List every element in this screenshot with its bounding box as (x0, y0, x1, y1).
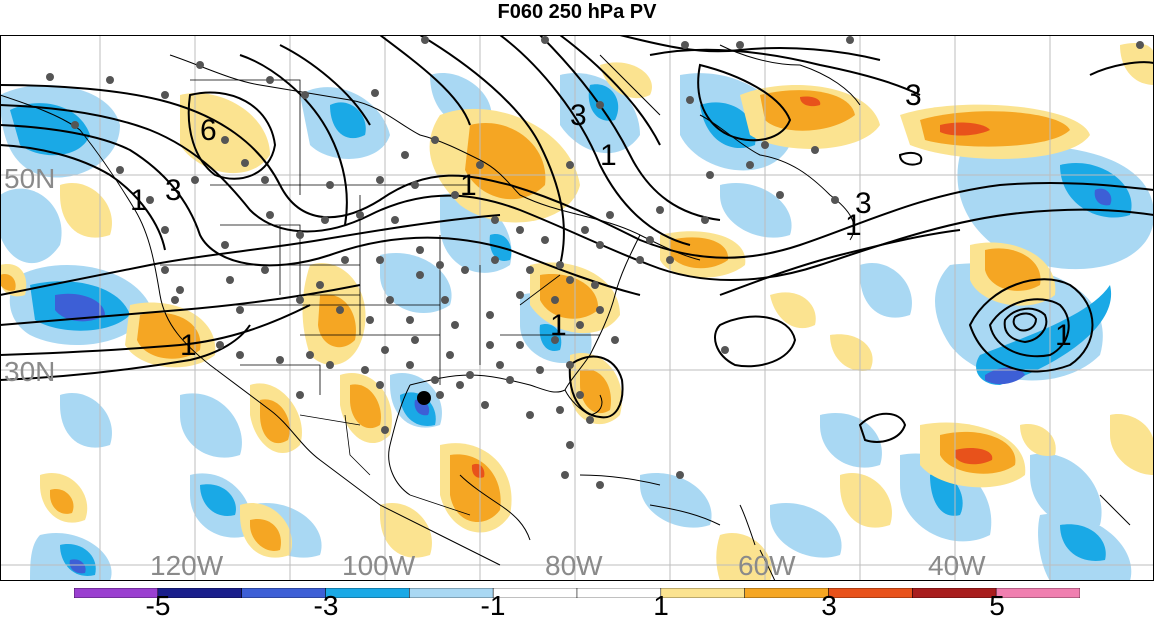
contour-label: 1 (460, 169, 477, 202)
contour-label: 1 (845, 209, 862, 242)
colorbar-swatch (912, 588, 997, 598)
contour-label: 3 (570, 99, 587, 132)
colorbar-swatch (744, 588, 829, 598)
map-title: F060 250 hPa PV (497, 1, 657, 23)
highlight-station-marker (417, 391, 431, 405)
state-borders (160, 79, 600, 516)
lon-label: 100W (342, 550, 416, 581)
pv-negative-dark-shading (55, 188, 1112, 574)
colorbar (74, 588, 1080, 598)
lat-label: 50N (4, 163, 56, 194)
colorbar-label: -3 (313, 590, 339, 621)
colorbar-label: 1 (653, 590, 669, 621)
contour-labels: 6 3 3 1 1 3 1 1 1 3 1 1 (130, 79, 1072, 362)
colorbar-label: 3 (821, 590, 837, 621)
lon-label: 40W (928, 550, 986, 581)
station-markers (46, 36, 1144, 489)
contour-label: 1 (180, 329, 197, 362)
colorbar-swatch (995, 588, 1080, 598)
lon-label: 80W (545, 550, 603, 581)
colorbar-swatch (828, 588, 913, 598)
colorbar-label: 5 (989, 590, 1005, 621)
contour-label: 3 (905, 79, 922, 112)
contour-label: 1 (130, 184, 147, 217)
lat-label: 30N (4, 356, 56, 387)
pv-positive-dark-shading (471, 96, 993, 478)
coastlines (0, 44, 1131, 581)
contour-label: 1 (1055, 319, 1072, 352)
colorbar-label: -5 (145, 590, 171, 621)
colorbar-swatch (492, 588, 578, 598)
contour-label: 3 (855, 187, 872, 220)
contour-label: 1 (600, 139, 617, 172)
colorbar-label: -1 (480, 590, 506, 621)
lon-label: 120W (150, 550, 224, 581)
colorbar-swatch (660, 588, 745, 598)
lon-label: 60W (738, 550, 796, 581)
colorbar-swatch (576, 588, 662, 598)
pv-map: 6 3 3 1 1 3 1 1 1 3 1 1 (0, 35, 1154, 581)
contour-label: 1 (550, 309, 567, 342)
pv-contours (0, 35, 1154, 443)
contour-label: 6 (200, 114, 217, 147)
contour-label: 3 (165, 174, 182, 207)
